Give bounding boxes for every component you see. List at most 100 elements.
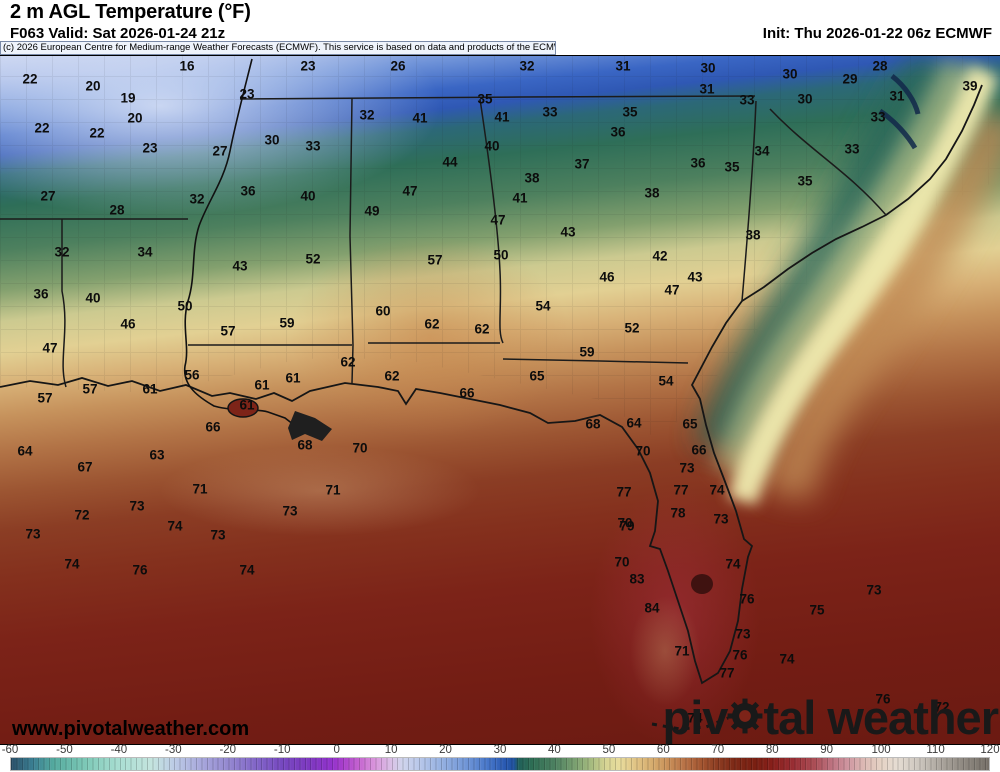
logo-text-right: tal weather: [763, 691, 999, 744]
temp-label: 32: [519, 58, 535, 74]
temp-label: 66: [205, 419, 221, 435]
temp-label: 33: [542, 104, 558, 120]
gulf-stream-front-band: [695, 56, 1000, 506]
temp-label: 40: [85, 290, 101, 306]
copyright-notice: (c) 2026 European Centre for Medium-rang…: [0, 41, 556, 55]
temp-label: 70: [617, 515, 633, 531]
temperature-labels-layer: 22 16 23 26 32 31 30 30 28 29 39 20 19 20 22 22 23 23 35 32…: [0, 56, 1000, 744]
south-florida-tan-patch: [630, 596, 700, 706]
init-time-label: Init: Thu 2026-01-22 06z ECMWF: [762, 25, 992, 42]
temp-label: 20: [85, 78, 101, 94]
colorbar-tick-label: -50: [56, 744, 73, 756]
temp-label: 39: [962, 78, 978, 94]
temp-label: 22: [22, 71, 38, 87]
temp-label: 37: [574, 156, 590, 172]
colorbar-tick-label: -40: [110, 744, 128, 756]
colorbar-tick-label: 20: [439, 744, 452, 756]
temp-label: 20: [127, 110, 143, 126]
county-lines-texture: [0, 56, 1000, 442]
colorbar-tick-label: 30: [493, 744, 507, 756]
temp-label: 23: [239, 86, 255, 102]
page-title: 2 m AGL Temperature (°F): [10, 1, 251, 23]
temp-label: 72: [74, 507, 90, 523]
temp-label: 73: [210, 527, 226, 543]
temp-label: 62: [424, 316, 440, 332]
temp-label: 74: [167, 518, 183, 534]
temp-label: 41: [512, 190, 528, 206]
temp-label: 70: [352, 440, 368, 456]
warm-alabama-blob: [290, 236, 570, 436]
temp-label: 47: [402, 183, 418, 199]
valid-time-label: F063 Valid: Sat 2026-01-24 21z: [10, 25, 226, 42]
temp-label: 40: [484, 138, 500, 154]
temp-label: 59: [579, 344, 595, 360]
temp-label: 71: [325, 482, 341, 498]
colorbar-footer: -60 -50 -40 -30 -20 -10 0 10 20 30 40 50 60 70 80 90 100…: [0, 744, 1000, 772]
pivotal-weather-logo: piv tal weat: [662, 691, 999, 744]
temp-label: 43: [560, 224, 576, 240]
temp-label: 35: [797, 173, 813, 189]
temp-label: 38: [745, 227, 761, 243]
temp-label: 62: [384, 368, 400, 384]
colorbar-tick-label: 10: [384, 744, 398, 756]
temp-label: 73: [679, 460, 695, 476]
temp-label: 52: [624, 320, 640, 336]
temp-label: 57: [427, 252, 443, 268]
temp-label: 27: [212, 143, 228, 159]
colorbar-tick-label: 120: [980, 744, 1000, 756]
temp-label: 38: [644, 185, 660, 201]
colorbar-tick-label: 90: [820, 744, 834, 756]
state-borders: [0, 95, 887, 388]
temp-label: 62: [474, 321, 490, 337]
colorbar-tick-label: 110: [926, 744, 945, 756]
pamlico-sound: [878, 74, 921, 150]
colorbar-tick-label: 70: [711, 744, 725, 756]
temp-label: 78: [670, 505, 686, 521]
temp-label: 34: [137, 244, 153, 260]
temp-label: 50: [493, 247, 509, 263]
temp-label: 65: [682, 416, 698, 432]
temp-label: 36: [33, 286, 49, 302]
temp-label: 74: [779, 651, 795, 667]
temp-label: 73: [282, 503, 298, 519]
coastal-highlight-blob: [160, 446, 480, 536]
temp-label: 29: [842, 71, 858, 87]
temp-label: 32: [359, 107, 375, 123]
temp-label: 42: [652, 248, 668, 264]
temp-label: 70: [614, 554, 630, 570]
temp-label: 59: [279, 315, 295, 331]
temp-label: 63: [149, 447, 165, 463]
temp-label: 36: [240, 183, 256, 199]
temp-label: 19: [120, 90, 136, 106]
temp-label: 41: [412, 110, 428, 126]
logo-text-left: piv: [662, 691, 729, 744]
colorbar-gradient: [10, 757, 990, 771]
colorbar-tick-label: 50: [602, 744, 616, 756]
temp-label: 68: [297, 437, 313, 453]
colorbar-tick-label: -60: [1, 744, 19, 756]
temp-label: 71: [674, 643, 690, 659]
temp-label: 61: [254, 377, 270, 393]
temp-label: 31: [615, 58, 631, 74]
temp-label: 49: [364, 203, 380, 219]
temp-label: 60: [375, 303, 391, 319]
colorbar-segment-lines: [11, 758, 989, 770]
temp-label: 54: [658, 373, 674, 389]
temp-label: 61: [239, 397, 255, 413]
temp-label: 74: [725, 556, 741, 572]
temp-label: 47: [42, 340, 58, 356]
temp-label: 73: [866, 582, 882, 598]
temp-label: 84: [644, 600, 660, 616]
temp-label: 74: [239, 562, 255, 578]
temp-label: 33: [844, 141, 860, 157]
temp-label: 30: [264, 132, 280, 148]
colorbar-tick-label: -10: [273, 744, 291, 756]
temp-label: 50: [177, 298, 193, 314]
temp-label: 32: [189, 191, 205, 207]
temp-label: 75: [809, 602, 825, 618]
temperature-map[interactable]: 22 16 23 26 32 31 30 30 28 29 39 20 19 20 22 22 23 23 35 32…: [0, 55, 1000, 745]
temp-label: 74: [709, 482, 725, 498]
temp-label: 68: [585, 416, 601, 432]
temp-label: 73: [129, 498, 145, 514]
temp-label: 76: [132, 562, 148, 578]
